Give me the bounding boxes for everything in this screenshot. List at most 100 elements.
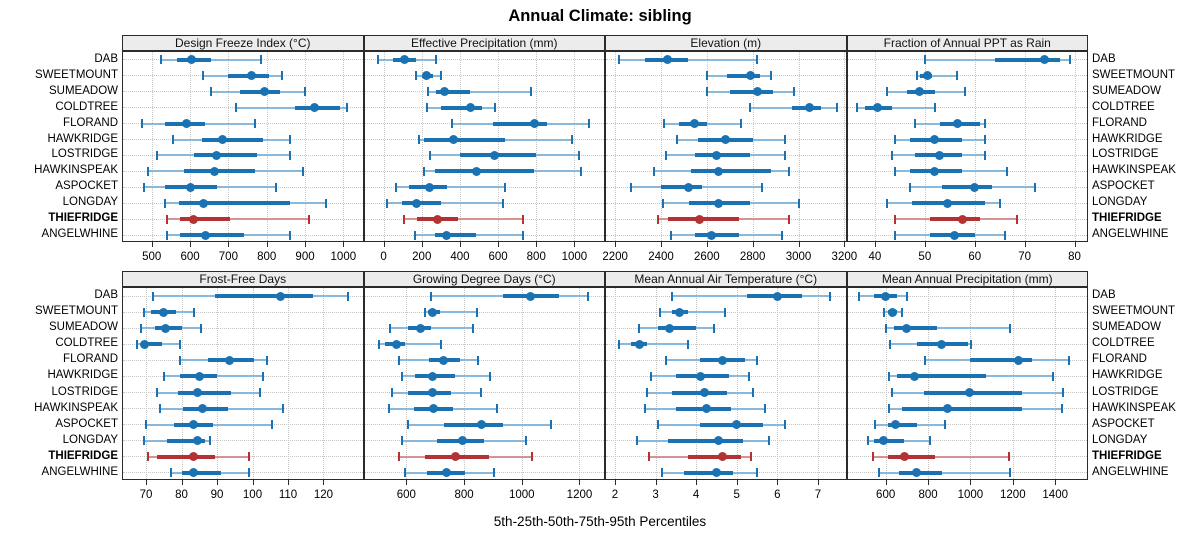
whisker-endcap — [192, 307, 195, 317]
panel-plot-effective-precipitation-mm- — [363, 51, 605, 242]
gridline — [364, 75, 604, 77]
whisker-endcap — [900, 307, 903, 317]
whisker-endcap — [152, 291, 155, 301]
axis-tick — [151, 242, 153, 247]
median-dot — [427, 307, 437, 317]
p25-p75-bar — [970, 358, 1032, 363]
median-dot — [529, 119, 539, 129]
panel-strip-fraction-of-annual-ppt-as-rain: Fraction of Annual PPT as Rain — [846, 35, 1088, 51]
whisker-endcap — [747, 371, 750, 381]
whisker-endcap — [476, 307, 479, 317]
median-dot — [1013, 355, 1023, 365]
whisker-endcap — [325, 198, 328, 208]
site-label-sweetmount: SWEETMOUNT — [1092, 68, 1176, 81]
gridline — [615, 52, 617, 241]
gridline — [847, 91, 1087, 93]
gridline — [970, 288, 972, 479]
site-label-lostridge: LOSTRIDGE — [51, 385, 118, 398]
gridline — [421, 52, 423, 241]
whisker-endcap — [429, 150, 432, 160]
median-dot — [246, 71, 256, 81]
axis-tick — [181, 480, 183, 485]
whisker-endcap — [580, 166, 583, 176]
axis-tick-label: 1000 — [330, 251, 357, 263]
whisker-endcap — [235, 103, 238, 113]
p25-p75-bar — [683, 470, 733, 475]
median-dot — [161, 323, 171, 333]
gridline — [266, 52, 268, 241]
axis-tick — [498, 242, 500, 247]
gridline — [190, 52, 192, 241]
p25-p75-bar — [687, 454, 741, 459]
gridline — [151, 52, 153, 241]
median-dot — [429, 404, 439, 414]
whisker-endcap — [749, 103, 752, 113]
p25-p75-bar — [729, 89, 774, 94]
p25-p75-bar — [929, 217, 980, 222]
whisker-endcap — [740, 119, 743, 129]
panel-strip-mean-annual-precipitation-mm-: Mean Annual Precipitation (mm) — [846, 271, 1088, 287]
whisker-endcap — [424, 307, 427, 317]
whisker-endcap — [963, 87, 966, 97]
whisker-endcap — [202, 71, 205, 81]
whisker-endcap — [302, 166, 305, 176]
whisker-endcap — [143, 436, 146, 446]
whisker-endcap — [258, 388, 261, 398]
p5-p95-whisker — [403, 218, 523, 221]
whisker-endcap — [887, 404, 890, 414]
median-dot — [218, 135, 228, 145]
median-dot — [181, 119, 191, 129]
axis-tick — [752, 242, 754, 247]
gridline — [1055, 288, 1057, 479]
median-dot — [424, 182, 434, 192]
whisker-endcap — [676, 135, 679, 145]
gridline — [146, 288, 148, 479]
gridline — [655, 288, 657, 479]
whisker-endcap — [929, 436, 932, 446]
median-dot — [713, 198, 723, 208]
whisker-endcap — [891, 150, 894, 160]
whisker-endcap — [1060, 404, 1063, 414]
whisker-endcap — [983, 135, 986, 145]
whisker-endcap — [760, 182, 763, 192]
p25-p75-bar — [901, 406, 1023, 411]
whisker-endcap — [200, 323, 203, 333]
median-dot — [193, 388, 202, 398]
axis-tick-label: 2400 — [648, 251, 674, 263]
axis-tick — [970, 480, 972, 485]
median-dot — [942, 404, 952, 414]
whisker-endcap — [788, 214, 791, 224]
axis-tick-label: 120 — [313, 489, 334, 501]
whisker-endcap — [884, 323, 887, 333]
gridline — [123, 327, 363, 329]
p25-p75-bar — [180, 217, 231, 222]
median-dot — [950, 230, 960, 240]
axis-tick — [924, 242, 926, 247]
whisker-endcap — [171, 135, 174, 145]
whisker-endcap — [866, 436, 869, 446]
site-label-hawkinspeak: HAWKINSPEAK — [1092, 401, 1176, 414]
whisker-endcap — [247, 452, 250, 462]
whisker-endcap — [970, 339, 973, 349]
axis-tick — [305, 242, 307, 247]
axis-tick — [1024, 242, 1026, 247]
site-label-lostridge: LOSTRIDGE — [1092, 385, 1159, 398]
whisker-endcap — [288, 135, 291, 145]
gridline — [974, 52, 976, 241]
gridline — [847, 107, 1087, 109]
p25-p75-bar — [493, 121, 547, 126]
whisker-endcap — [662, 198, 665, 208]
median-dot — [699, 388, 709, 398]
whisker-endcap — [160, 55, 163, 65]
whisker-endcap — [887, 371, 890, 381]
whisker-endcap — [406, 420, 409, 430]
axis-tick-label: 600 — [396, 489, 416, 501]
whisker-endcap — [788, 166, 791, 176]
median-dot — [525, 291, 535, 301]
p25-p75-bar — [690, 169, 771, 174]
median-dot — [689, 119, 699, 129]
whisker-endcap — [713, 323, 716, 333]
site-label-lostridge: LOSTRIDGE — [1092, 148, 1159, 161]
axis-caption: 5th-25th-50th-75th-95th Percentiles — [493, 514, 707, 529]
whisker-endcap — [143, 307, 146, 317]
